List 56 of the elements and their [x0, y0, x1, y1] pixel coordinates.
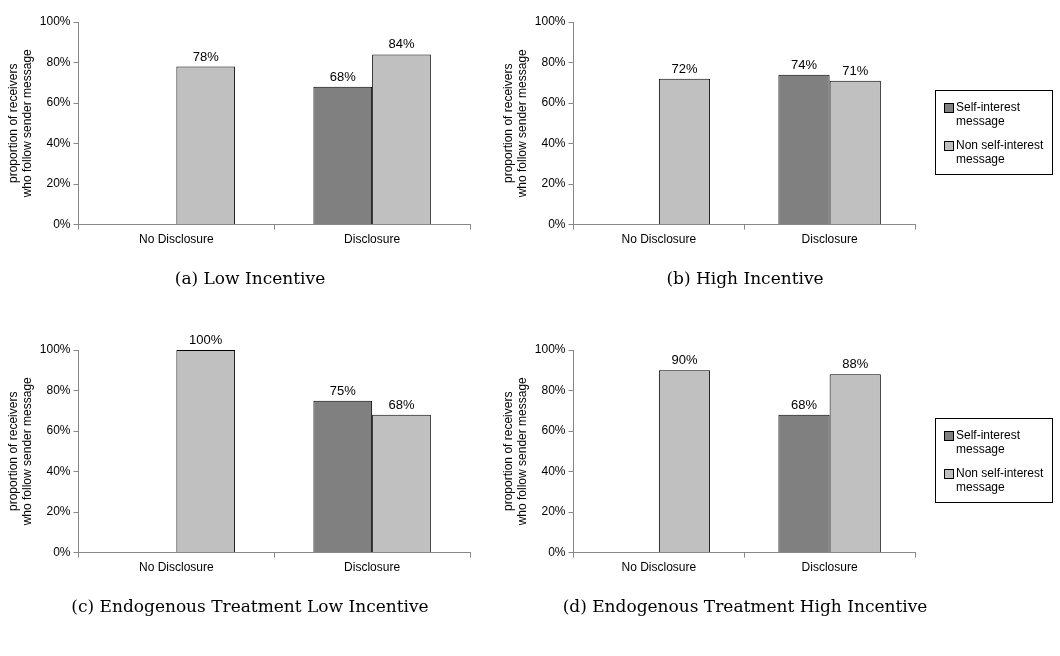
y-tick-label: 80%: [541, 54, 566, 69]
data-label: 68%: [790, 396, 818, 412]
y-axis-title: proportion of receivers who follow sender message: [500, 48, 529, 199]
legend-label: Non self-interest message: [956, 138, 1044, 166]
y-axis-title: proportion of receivers who follow sender message: [5, 48, 34, 199]
y-tick-label: 80%: [46, 382, 71, 397]
y-tick-label: 60%: [541, 95, 566, 110]
legend-label: Self-interest message: [956, 100, 1022, 128]
data-label: 68%: [388, 396, 415, 412]
y-tick-label: 0%: [53, 544, 71, 559]
y-tick-label: 100%: [534, 342, 566, 357]
y-tick-label: 100%: [534, 14, 566, 29]
text: (d) Endogenous Treatment High Incentive: [561, 596, 929, 616]
y-tick-label: 40%: [541, 135, 566, 150]
x-tick-label: Disclosure: [801, 560, 858, 575]
y-axis-title: proportion of receivers who follow sender message: [5, 376, 34, 527]
y-tick-label: 60%: [46, 95, 71, 110]
y-tick-label: 40%: [46, 463, 71, 478]
data-label: 72%: [671, 60, 698, 76]
y-tick-label: 40%: [46, 135, 71, 150]
x-tick-label: Disclosure: [801, 232, 858, 247]
y-tick-label: 0%: [548, 544, 566, 559]
x-tick-label: No Disclosure: [139, 560, 215, 575]
y-tick-label: 0%: [548, 216, 566, 231]
data-label: 88%: [842, 356, 869, 372]
y-tick-label: 20%: [541, 504, 566, 519]
x-tick-label: No Disclosure: [621, 232, 697, 247]
y-tick-label: 0%: [53, 216, 71, 231]
y-tick-label: 100%: [39, 342, 71, 357]
data-label: 100%: [189, 332, 223, 348]
data-label: 84%: [388, 36, 415, 52]
y-tick-label: 40%: [541, 463, 566, 478]
x-tick-label: Disclosure: [344, 560, 401, 575]
x-tick-label: No Disclosure: [139, 232, 215, 247]
text: (b) High Incentive: [665, 268, 825, 288]
x-tick-label: No Disclosure: [621, 560, 697, 575]
y-tick-label: 100%: [39, 14, 71, 29]
y-tick-label: 20%: [46, 504, 71, 519]
data-label: 68%: [329, 68, 357, 84]
text: (a) Low Incentive: [173, 268, 327, 288]
y-tick-label: 60%: [46, 423, 71, 438]
y-tick-label: 60%: [541, 423, 566, 438]
x-tick-label: Disclosure: [344, 232, 401, 247]
legend-label: Non self-interest message: [956, 466, 1044, 494]
data-label: 74%: [790, 56, 818, 72]
y-tick-label: 20%: [46, 176, 71, 191]
y-tick-label: 20%: [541, 176, 566, 191]
data-label: 90%: [671, 352, 698, 368]
text: (c) Endogenous Treatment Low Incentive: [70, 596, 430, 616]
data-label: 78%: [192, 48, 220, 64]
legend-label: Self-interest message: [956, 428, 1022, 456]
y-axis-title: proportion of receivers who follow sender message: [500, 376, 529, 527]
y-tick-label: 80%: [541, 382, 566, 397]
data-label: 71%: [842, 62, 869, 78]
data-label: 75%: [329, 382, 357, 398]
y-tick-label: 80%: [46, 54, 71, 69]
